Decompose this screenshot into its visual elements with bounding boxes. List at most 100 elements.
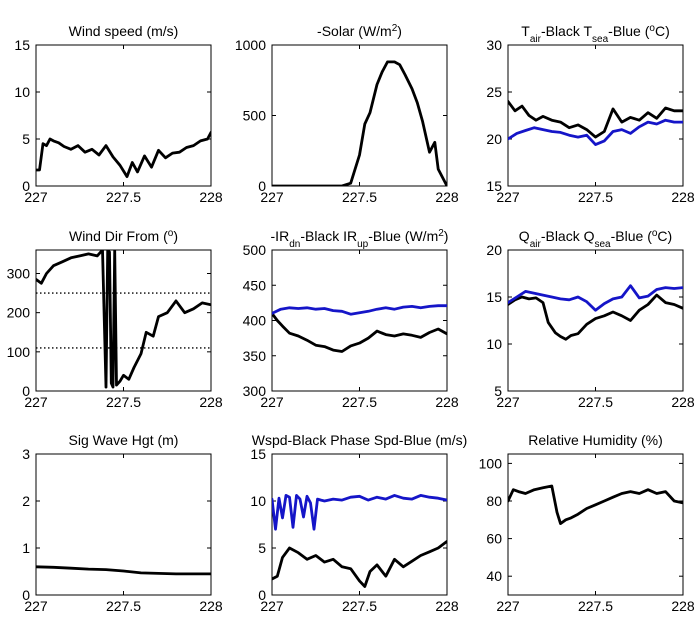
chart-title: Qair-Black Qsea-Blue (oC) xyxy=(519,228,672,250)
y-tick-label: 15 xyxy=(486,178,502,194)
y-tick-label: 300 xyxy=(243,383,267,399)
x-tick-label: 227 xyxy=(24,598,48,614)
chart-panel-4: Wind Dir From (o) 227 227.5 228 0 100 200 300 xyxy=(7,228,223,411)
x-tick-label: 228 xyxy=(435,598,459,614)
y-tick-label: 10 xyxy=(486,336,502,352)
series-line-black xyxy=(508,484,683,525)
y-tick-label: 60 xyxy=(486,531,502,547)
y-tick-label: 20 xyxy=(486,242,502,258)
series-group xyxy=(508,100,683,147)
y-tick-label: 1000 xyxy=(235,37,266,53)
series-line-black xyxy=(272,540,447,588)
y-tick-label: 5 xyxy=(258,540,266,556)
chart-panel-8: Wspd-Black Phase Spd-Blue (m/s) 227 227.5 2… xyxy=(250,432,467,614)
series-group xyxy=(272,304,447,353)
x-tick-label: 227.5 xyxy=(342,598,377,614)
chart-panel-3: Tair-Black Tsea-Blue (oC) 227 227.5 228 15 20… xyxy=(486,23,694,206)
series-line-black xyxy=(272,60,447,186)
axes-box xyxy=(271,453,448,596)
x-tick-label: 228 xyxy=(671,598,695,614)
y-tick-label: 10 xyxy=(250,493,266,509)
y-tick-label: 40 xyxy=(486,568,502,584)
x-tick-label: 228 xyxy=(199,394,223,410)
x-tick-label: 228 xyxy=(199,598,223,614)
y-tick-label: 15 xyxy=(14,37,30,53)
chart-panel-7: Sig Wave Hgt (m) 227 227.5 228 0 1 2 3 xyxy=(22,432,223,614)
y-tick-label: 100 xyxy=(7,344,31,360)
y-tick-label: 500 xyxy=(243,242,267,258)
y-tick-label: 200 xyxy=(7,305,31,321)
y-tick-label: 10 xyxy=(14,84,30,100)
chart-title: Wind speed (m/s) xyxy=(69,23,179,39)
x-tick-label: 227.5 xyxy=(342,189,377,205)
y-tick-label: 500 xyxy=(243,108,267,124)
chart-panel-5: -IRdn-Black IRup-Blue (W/m2) 227 227.5 228 3… xyxy=(243,228,459,411)
x-tick-label: 227 xyxy=(496,189,520,205)
chart-title: -Solar (W/m2) xyxy=(317,23,402,40)
series-group xyxy=(36,250,211,389)
series-line-black xyxy=(36,250,211,389)
series-line-blue xyxy=(508,118,683,147)
y-tick-label: 1 xyxy=(22,540,30,556)
axes-box xyxy=(271,249,448,392)
x-tick-label: 227 xyxy=(260,394,284,410)
y-tick-label: 25 xyxy=(486,84,502,100)
x-tick-label: 227.5 xyxy=(578,189,613,205)
y-tick-label: 15 xyxy=(486,289,502,305)
chart-title: Relative Humidity (%) xyxy=(528,432,663,448)
chart-title: Wspd-Black Phase Spd-Blue (m/s) xyxy=(252,432,468,448)
x-tick-label: 227.5 xyxy=(578,394,613,410)
series-line-black xyxy=(36,565,211,576)
series-group xyxy=(272,60,447,186)
y-tick-label: 5 xyxy=(22,131,30,147)
y-tick-label: 350 xyxy=(243,348,267,364)
series-line-black xyxy=(508,293,683,341)
y-tick-label: 30 xyxy=(486,37,502,53)
x-tick-label: 228 xyxy=(671,394,695,410)
series-line-blue xyxy=(508,284,683,312)
y-tick-label: 0 xyxy=(258,587,266,603)
y-tick-label: 2 xyxy=(22,493,30,509)
axes-box xyxy=(35,249,212,392)
x-tick-label: 227 xyxy=(260,189,284,205)
x-tick-label: 227.5 xyxy=(106,394,141,410)
y-tick-label: 0 xyxy=(258,178,266,194)
series-line-black xyxy=(272,311,447,353)
chart-panel-6: Qair-Black Qsea-Blue (oC) 227 227.5 228 5 10 1… xyxy=(486,228,694,411)
axes-box xyxy=(507,249,684,392)
x-tick-label: 228 xyxy=(671,189,695,205)
series-line-black xyxy=(508,100,683,139)
y-tick-label: 0 xyxy=(22,383,30,399)
x-tick-label: 228 xyxy=(435,394,459,410)
y-tick-label: 15 xyxy=(250,446,266,462)
axes-box xyxy=(507,44,684,187)
y-tick-label: 100 xyxy=(479,455,503,471)
series-group xyxy=(36,130,211,179)
x-tick-label: 227.5 xyxy=(578,598,613,614)
chart-panel-1: Wind speed (m/s) 227 227.5 228 0 5 10 15 xyxy=(14,23,222,205)
x-tick-label: 227 xyxy=(260,598,284,614)
axes-box xyxy=(35,44,212,187)
x-tick-label: 228 xyxy=(435,189,459,205)
series-group xyxy=(36,565,211,576)
y-tick-label: 0 xyxy=(22,178,30,194)
chart-panel-2: -Solar (W/m2) 227 227.5 228 0 500 1000 xyxy=(235,23,459,206)
series-line-blue xyxy=(272,304,447,316)
y-tick-label: 5 xyxy=(494,383,502,399)
x-tick-label: 227.5 xyxy=(106,598,141,614)
chart-title: -IRdn-Black IRup-Blue (W/m2) xyxy=(271,228,449,250)
x-tick-label: 228 xyxy=(199,189,223,205)
series-group xyxy=(508,484,683,525)
x-tick-label: 227.5 xyxy=(106,189,141,205)
y-tick-label: 3 xyxy=(22,446,30,462)
chart-title: Tair-Black Tsea-Blue (oC) xyxy=(521,23,669,45)
x-tick-label: 227.5 xyxy=(342,394,377,410)
series-line-black xyxy=(36,130,211,179)
series-line-blue xyxy=(272,493,447,531)
axes-box xyxy=(507,453,684,596)
chart-title: Sig Wave Hgt (m) xyxy=(69,432,179,448)
x-tick-label: 227 xyxy=(496,394,520,410)
x-tick-label: 227 xyxy=(496,598,520,614)
chart-title: Wind Dir From (o) xyxy=(69,228,178,245)
